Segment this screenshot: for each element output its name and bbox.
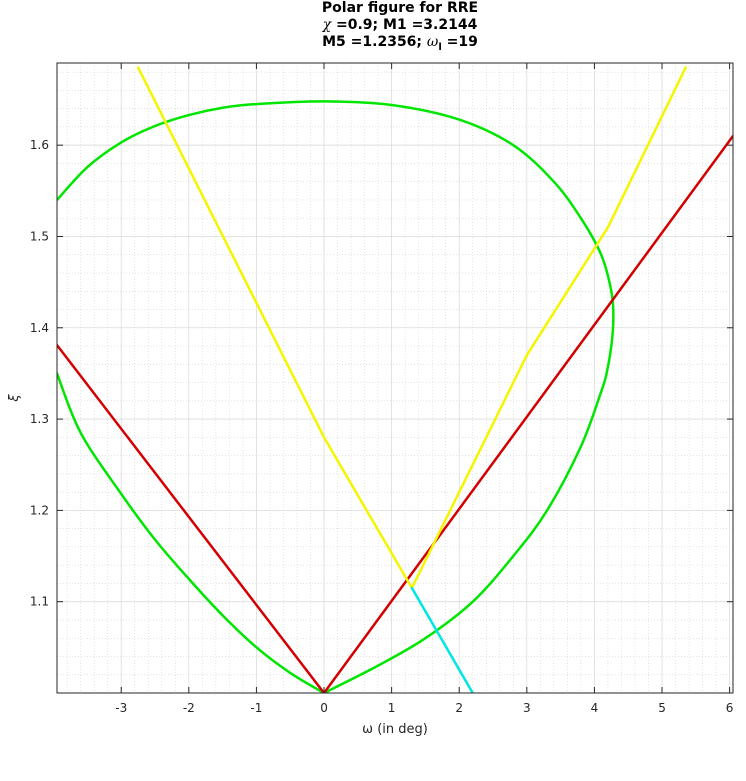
y-tick-label: 1.2 [30,503,49,517]
y-tick-label: 1.5 [30,229,49,243]
x-tick-label: 5 [658,701,666,715]
x-tick-label: 1 [388,701,396,715]
plot-frame [56,62,734,694]
chart-title: Polar figure for RRE χ =0.9; M1 =3.2144 … [0,0,746,56]
x-tick-label: -1 [250,701,262,715]
x-tick-label: 6 [726,701,734,715]
x-tick-label: -3 [115,701,127,715]
x-tick-label: 0 [320,701,328,715]
omega-subscript: l [438,41,442,53]
y-axis-label: ξ [7,394,22,403]
yellow-curve-4 [136,66,414,590]
major-grid [57,63,733,693]
x-tick-labels: -3 -2 -1 0 1 2 3 4 5 6 [115,701,733,715]
title-line-2-text: =0.9; M1 =3.2144 [331,17,478,33]
y-tick-label: 1.3 [30,412,49,426]
minor-grid [57,63,733,694]
green-curve-0 [57,100,615,693]
x-axis-label: ω (in deg) [362,722,428,737]
red-curve-2 [57,343,326,693]
tick-marks [57,63,733,693]
y-tick-label: 1.1 [30,595,49,609]
yellow-curve-5 [410,66,687,590]
chi-symbol: χ [322,17,332,33]
title-line-1: Polar figure for RRE [321,0,479,16]
green-curve-1 [57,372,326,693]
y-tick-labels: 1.1 1.2 1.3 1.4 1.5 1.6 [30,138,49,609]
title-line-3-post: =19 [441,34,478,50]
cyan-curve-6 [410,586,474,693]
x-tick-label: 2 [455,701,463,715]
series-layer [57,66,733,693]
title-line-2: χ =0.9; M1 =3.2144 [0,17,746,34]
title-line-3-pre: M5 =1.2356; [322,34,427,50]
omega-symbol: ω [426,34,439,50]
y-tick-label: 1.4 [30,321,49,335]
x-tick-label: 3 [523,701,531,715]
title-line-3: M5 =1.2356; ωl =19 [0,34,746,56]
y-tick-label: 1.6 [30,138,49,152]
red-curve-3 [322,134,733,693]
x-tick-label: -2 [183,701,195,715]
x-tick-label: 4 [591,701,599,715]
